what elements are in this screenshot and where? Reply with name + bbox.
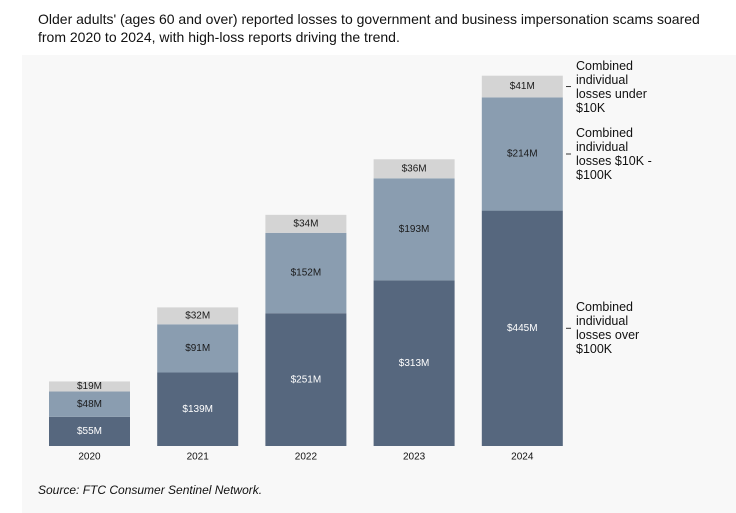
value-label: $251M [291,374,322,385]
legend-label: Combined individual losses $10K - $100K [576,125,652,182]
value-label: $313M [399,358,430,369]
value-label: $55M [77,426,102,437]
x-tick-label: 2020 [78,452,101,463]
value-label: $139M [182,404,213,415]
value-label: $48M [77,399,102,410]
bar-segment [157,307,239,325]
x-tick-label: 2021 [187,452,210,463]
x-tick-label: 2023 [403,452,426,463]
legend-label: Combined individual losses over $100K [576,300,640,357]
bar-segment [49,391,130,417]
source-note: Source: FTC Consumer Sentinel Network. [38,483,263,497]
value-label: $32M [185,311,210,322]
value-label: $91M [185,343,210,354]
bar-segment [265,232,347,314]
bar-segment [481,75,563,98]
bar-segment [481,210,563,446]
x-tick-label: 2022 [295,452,318,463]
value-label: $152M [291,268,322,279]
x-tick-label: 2024 [511,452,534,463]
bar-segment [157,324,239,373]
bar-segment [265,214,347,233]
chart-title: Older adults' (ages 60 and over) reporte… [38,11,700,45]
bar-segment [265,313,347,446]
bar-segment [481,97,563,211]
value-label: $445M [507,323,538,334]
value-label: $193M [399,224,430,235]
value-label: $214M [507,149,538,160]
bar-segment [373,178,455,281]
bar-segment [49,416,130,446]
legend-label: Combined individual losses under $10K [576,58,647,115]
value-label: $19M [77,381,102,392]
bar-segment [373,159,455,179]
value-label: $34M [293,218,318,229]
bar-segment [157,372,239,446]
value-label: $36M [402,163,427,174]
bar-segment [373,280,455,446]
value-label: $41M [510,81,535,92]
bar-segment [49,381,130,392]
